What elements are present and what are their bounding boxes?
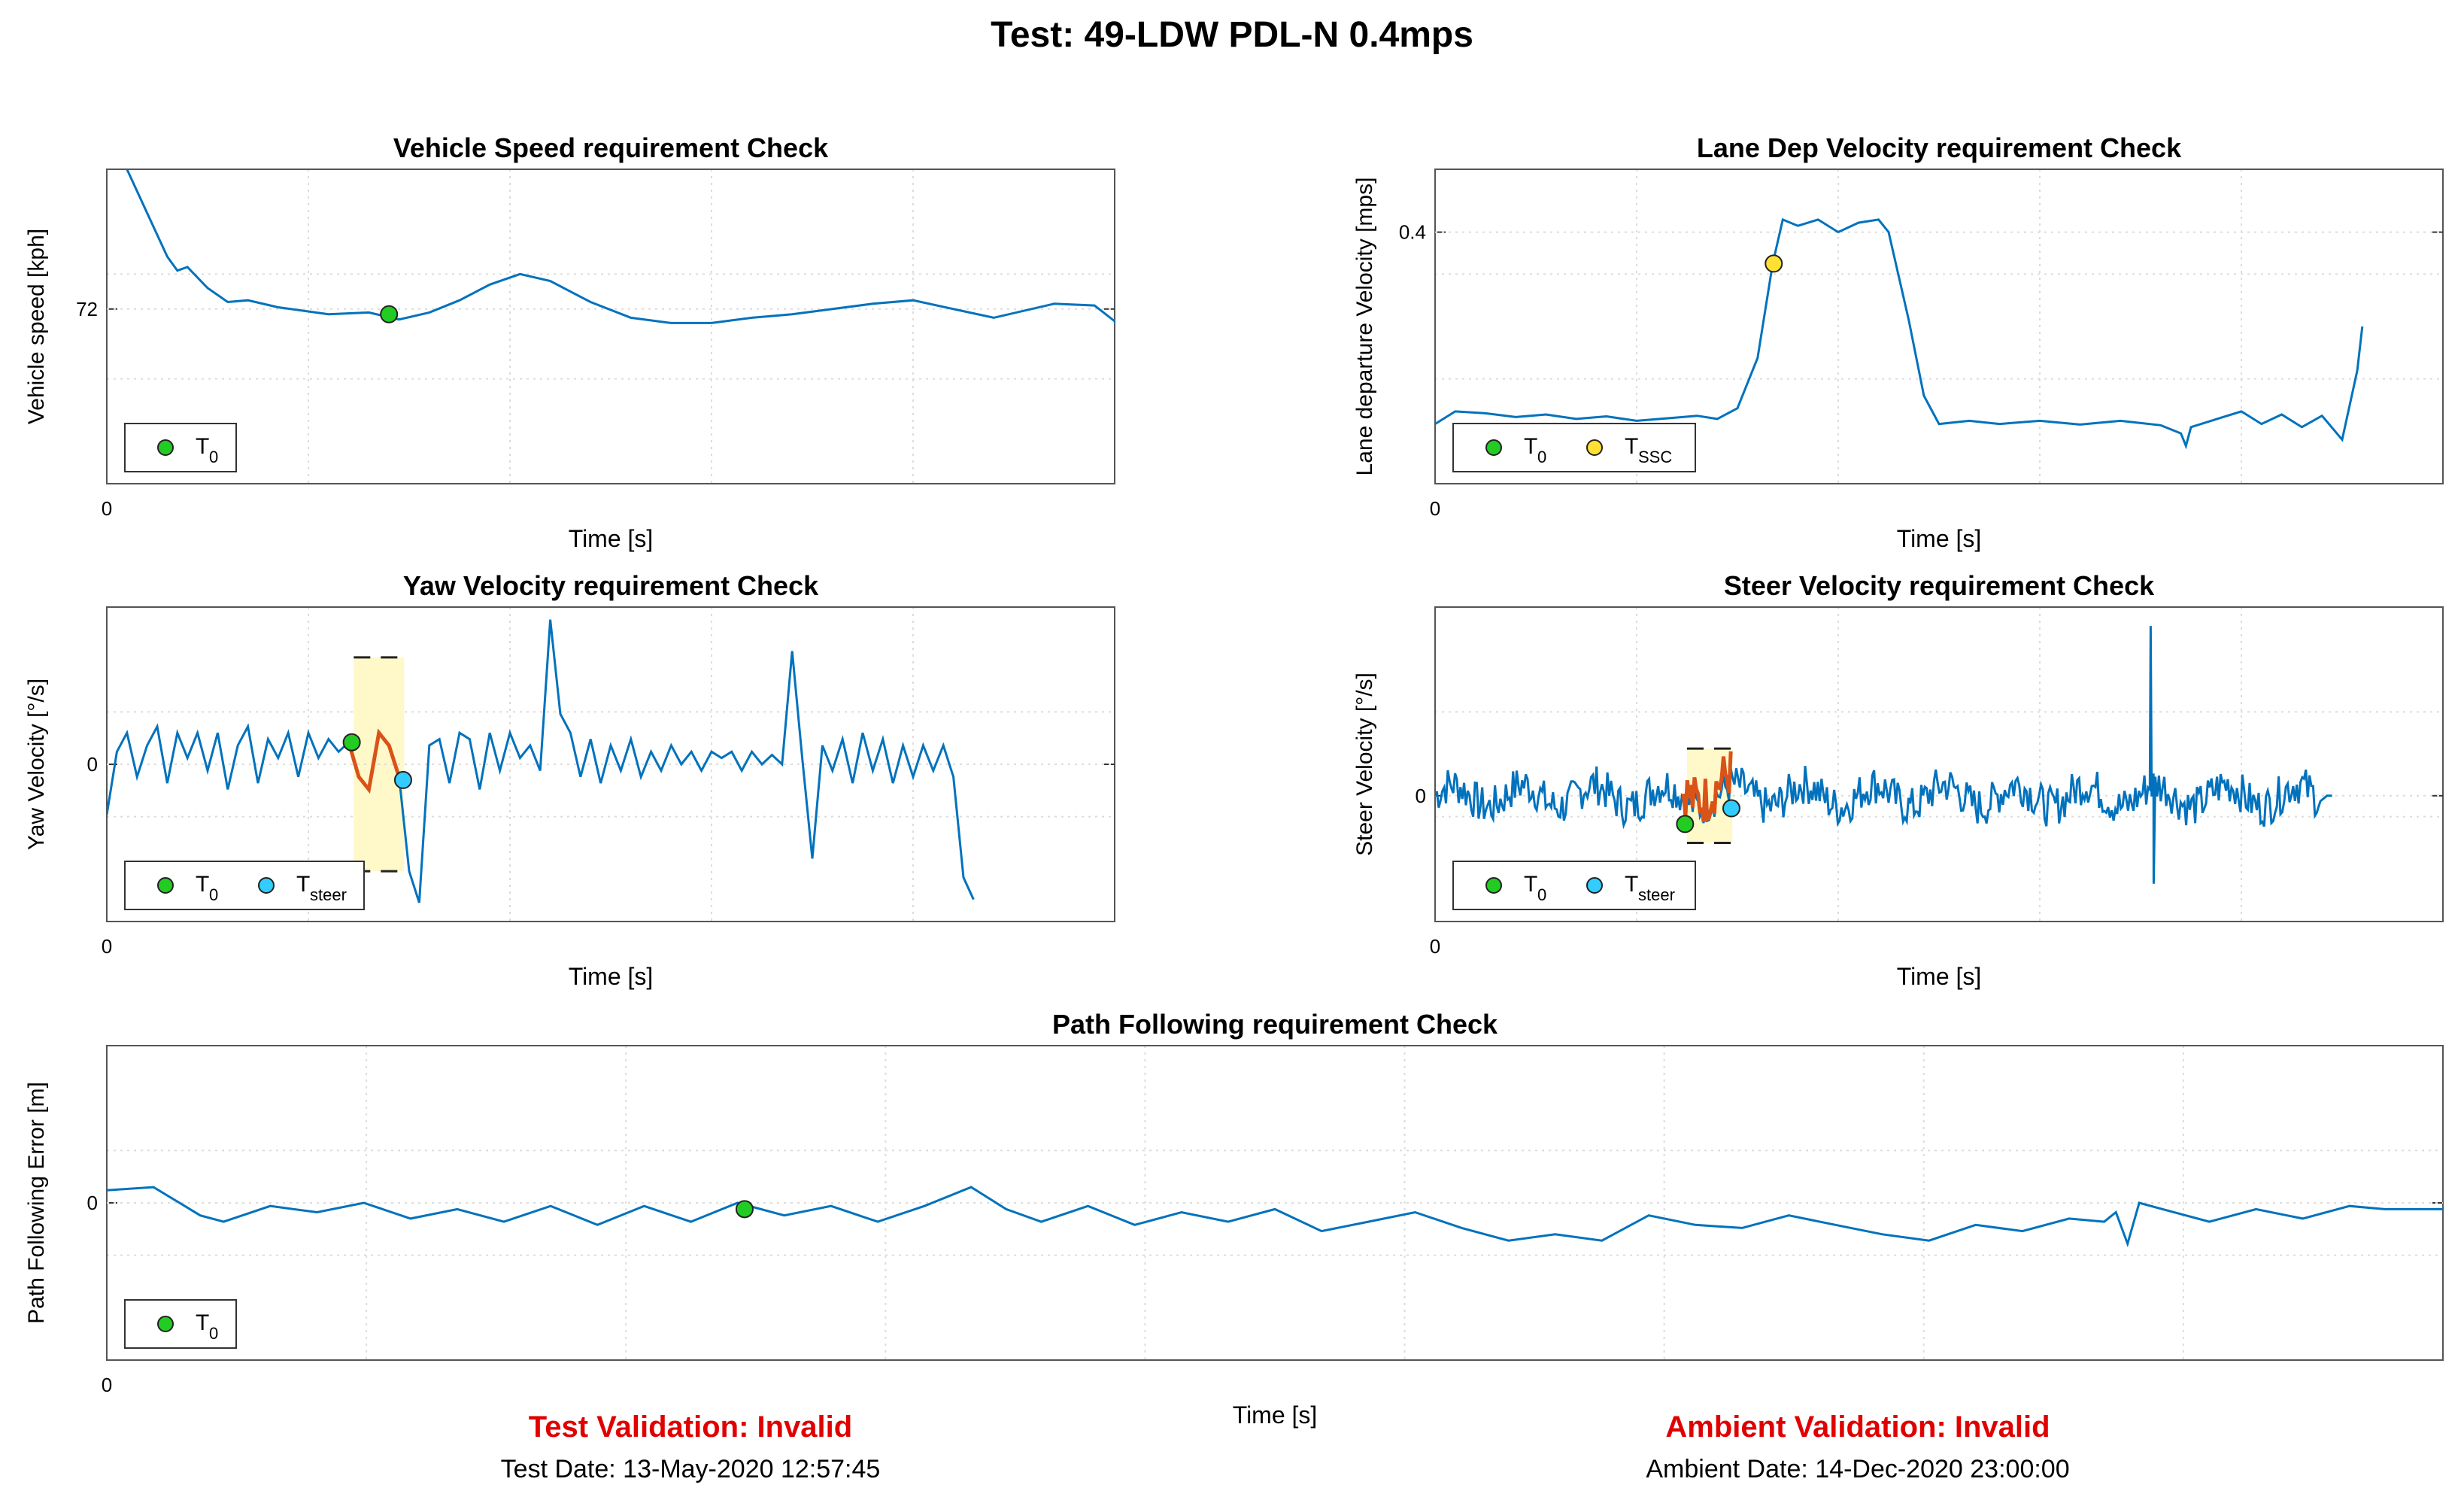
marker-tssc [1765,254,1783,273]
x-axis-label: Time [s] [1233,1401,1318,1429]
legend-t0-subscript: 0 [209,1324,218,1343]
x-tick-label: 0 [102,497,112,520]
plot-area [107,1186,2443,1248]
legend-tsteer-label: T [1625,872,1638,897]
legend-t0-label: T [196,1310,209,1335]
legend-tsteer-icon [258,877,275,894]
plot-area [126,169,1115,326]
legend-tsteer-label: T [296,872,310,897]
marker-t0 [380,305,399,323]
chart-title: Yaw Velocity requirement Check [403,570,819,601]
legend-t0-label: T [1524,872,1537,897]
legend-box [124,1299,237,1349]
chart-title: Steer Velocity requirement Check [1724,570,2155,601]
y-axis-label: Vehicle speed [kph] [24,229,49,424]
test-date: Test Date: 13-May-2020 12:57:45 [501,1455,881,1483]
axes-box [1434,169,2444,484]
x-tick-label: 0 [1430,935,1440,958]
highlight-line [347,728,401,794]
legend-tsteer-icon [1586,877,1603,894]
chart-title: Path Following requirement Check [1052,1009,1498,1040]
x-axis-label: Time [s] [1897,525,1982,552]
chart-speed: Vehicle Speed requirement Check 72 0 Time [… [24,132,1115,552]
legend-tssc-label: T [1625,434,1638,459]
series-line [107,1186,2443,1248]
series-line [1435,626,2332,884]
chart-yaw: Yaw Velocity requirement Check 0 0 Time [s]… [24,570,1115,990]
y-tick-label: 0 [1416,785,1426,807]
legend-t0-subscript: 0 [209,448,218,466]
legend-box [124,423,237,472]
series-line-after [398,619,975,903]
marker-t0 [735,1200,754,1219]
series-line [1435,217,2364,450]
marker-t0 [1676,815,1695,834]
chart-path: Path Following requirement Check 0 0 Time [… [24,1009,2444,1429]
plot-area [1435,217,2364,450]
plot-area [107,619,975,903]
y-tick-label: 72 [76,298,98,320]
legend-tssc-icon [1586,439,1603,456]
legend-t0-icon [157,439,174,456]
legend-t0-icon [157,1316,174,1332]
marker-t0 [342,733,361,752]
page-title: Test: 49-LDW PDL-N 0.4mps [991,15,1473,55]
chart-lane: Lane Dep Velocity requirement Check0.40T… [1352,132,2444,552]
marker-tsteer [1722,799,1740,818]
x-axis-label: Time [s] [569,525,654,552]
x-tick-label: 0 [1430,497,1440,520]
legend-tsteer-subscript: steer [1638,885,1675,904]
x-axis-label: Time [s] [569,963,654,990]
chart-title: Vehicle Speed requirement Check [393,132,829,163]
y-axis-label: Lane departure Velocity [mps] [1352,178,1377,476]
y-axis-label: Steer Velocity [°/s] [1352,673,1377,856]
legend-tssc-subscript: SSC [1638,448,1672,466]
legend-t0-subscript: 0 [1537,448,1546,466]
series-line [107,723,350,815]
test-validation: Test Validation: Invalid [529,1410,852,1444]
legend-t0-subscript: 0 [209,885,218,904]
y-tick-label: 0.4 [1399,221,1426,244]
ambient-validation: Ambient Validation: Invalid [1665,1410,2050,1444]
legend-t0-icon [1485,439,1502,456]
x-tick-label: 0 [102,1374,112,1396]
series-line [126,169,1115,326]
highlight-line [1681,751,1733,822]
legend-t0-label: T [1524,434,1537,459]
legend-t0-label: T [196,434,209,459]
legend-t0-icon [157,877,174,894]
y-tick-label: 0 [87,1192,98,1214]
marker-tsteer [393,770,412,789]
legend: T 0 T SSC [1452,423,1696,472]
y-axis-label: Yaw Velocity [°/s] [24,679,49,850]
ambient-date: Ambient Date: 14-Dec-2020 23:00:00 [1646,1455,2069,1483]
axes-box [106,169,1115,484]
x-tick-label: 0 [102,935,112,958]
plot-area [1435,626,2332,884]
x-axis-label: Time [s] [1897,963,1982,990]
legend-t0-label: T [196,872,209,897]
legend-t0-icon [1485,877,1502,894]
y-axis-label: Path Following Error [m] [24,1082,49,1324]
axes-box [1434,606,2444,922]
legend-tsteer-subscript: steer [310,885,347,904]
y-tick-label: 0 [87,753,98,776]
legend-t0-subscript: 0 [1537,885,1546,904]
chart-title: Lane Dep Velocity requirement Check [1697,132,2182,163]
chart-steer: Steer Velocity requirement Check 0 0 Time [… [1352,570,2444,990]
